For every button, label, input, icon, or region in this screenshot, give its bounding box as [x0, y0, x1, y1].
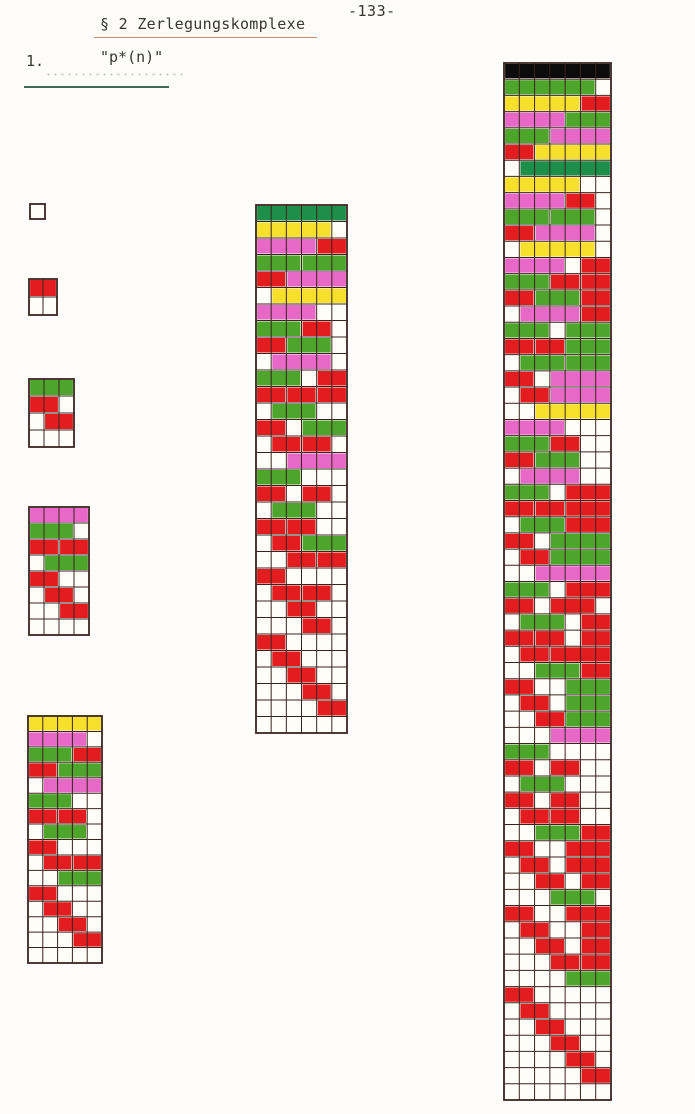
partition-piece-green [58, 763, 101, 777]
item-number: 1. [26, 52, 45, 70]
partition-piece-green [520, 517, 565, 532]
diagram-n1 [29, 203, 46, 220]
partition-piece-green [505, 582, 549, 597]
partition-piece-green [505, 436, 549, 451]
diagram-n5 [27, 715, 103, 964]
section-title-underline [94, 37, 318, 38]
partition-piece-green [45, 556, 88, 570]
partition-piece-green [272, 503, 316, 518]
item-underline [24, 86, 169, 88]
diagram-frame [503, 62, 612, 1101]
partition-piece-yellow [505, 96, 580, 111]
partition-piece-green [566, 323, 610, 338]
partition-piece-green [30, 524, 73, 538]
diagram-n7 [503, 62, 612, 1101]
page-number: -133- [348, 2, 396, 20]
diagram-frame [28, 278, 58, 316]
partition-piece-green [302, 536, 346, 551]
partition-piece-red [566, 841, 610, 856]
partition-piece-green [287, 338, 331, 353]
partition-piece-yellow [520, 242, 595, 257]
partition-piece-green [535, 663, 580, 678]
diagram-frame [28, 378, 75, 448]
partition-piece-yellow [505, 177, 580, 192]
partition-piece-magenta [535, 566, 610, 581]
partition-piece-green [520, 776, 565, 792]
diagram-frame [27, 715, 103, 964]
partition-piece-green [550, 209, 595, 225]
partition-piece-red [566, 906, 610, 921]
partition-piece-green [505, 744, 549, 759]
diagram-frame [28, 506, 90, 636]
partition-piece-green [505, 274, 549, 289]
diagram-frame [255, 204, 348, 734]
partition-piece-green [535, 290, 580, 306]
partition-piece-green [505, 128, 549, 144]
partition-piece-red [566, 582, 610, 597]
partition-piece-green [566, 679, 610, 694]
partition-piece-green [520, 355, 565, 370]
partition-piece-red [566, 485, 610, 500]
partition-piece-green [550, 890, 595, 905]
partition-piece-yellow [535, 145, 610, 160]
section-title-text: § 2 Zerlegungskomplexe [100, 15, 306, 33]
partition-piece-yellow [257, 222, 331, 237]
partition-piece-green [535, 452, 580, 468]
partition-piece-green [302, 420, 346, 435]
partition-piece-green [58, 871, 101, 885]
partition-piece-yellow [272, 288, 346, 303]
partition-piece-green [535, 825, 580, 840]
partition-piece-green [566, 355, 610, 370]
partition-piece-red [566, 517, 610, 532]
partition-piece-green [257, 371, 301, 386]
partition-piece-green [302, 255, 346, 270]
partition-piece-red [566, 857, 610, 873]
partition-piece-yellow [29, 717, 101, 731]
partition-piece-green [257, 255, 301, 270]
item-dotted-rule [45, 73, 185, 76]
partition-piece-green [520, 614, 565, 630]
diagram-n2 [28, 278, 58, 316]
partition-piece-green [29, 794, 72, 808]
partition-piece-green [29, 747, 72, 762]
partition-piece-red [566, 501, 610, 516]
partition-piece-green [272, 404, 316, 419]
partition-piece-green [505, 485, 549, 500]
partition-piece-green [43, 825, 87, 839]
partition-piece-green [30, 380, 73, 395]
partition-piece-green [505, 209, 549, 225]
partition-piece-black [505, 64, 610, 79]
partition-piece-red [550, 598, 595, 613]
diagram-frame [29, 203, 46, 220]
partition-piece-green [257, 321, 301, 336]
partition-piece-green [566, 112, 610, 127]
diagram-n4 [28, 506, 90, 636]
diagram-n6 [255, 204, 348, 734]
diagram-background [30, 204, 45, 219]
partition-piece-green [566, 971, 610, 986]
partition-piece-green [257, 470, 301, 485]
partition-piece-green [566, 339, 610, 354]
item-label: "p*(n)" [100, 48, 164, 66]
partition-piece-green [566, 695, 610, 711]
partition-piece-green [566, 712, 610, 727]
partition-piece-yellow [535, 404, 610, 419]
diagram-n3 [28, 378, 75, 448]
section-title: § 2 Zerlegungskomplexe [94, 15, 318, 38]
partition-piece-green [505, 323, 549, 338]
